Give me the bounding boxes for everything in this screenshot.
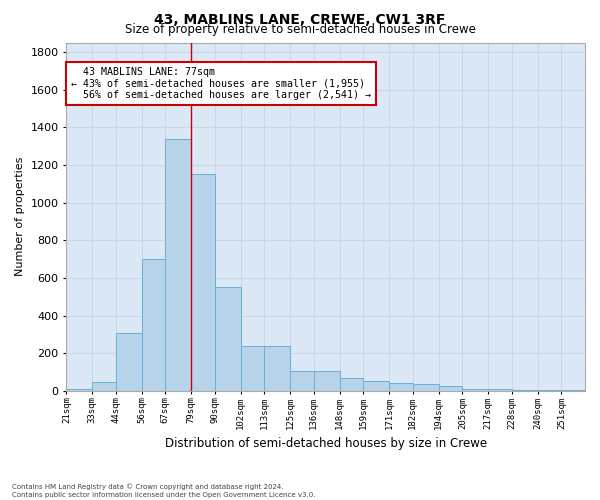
Bar bbox=[413, 384, 439, 391]
Bar bbox=[389, 384, 413, 391]
Bar bbox=[463, 390, 488, 391]
Bar bbox=[488, 390, 512, 391]
Bar bbox=[364, 382, 389, 391]
Bar bbox=[215, 288, 241, 391]
Text: Size of property relative to semi-detached houses in Crewe: Size of property relative to semi-detach… bbox=[125, 22, 475, 36]
Text: 43 MABLINS LANE: 77sqm
← 43% of semi-detached houses are smaller (1,955)
  56% o: 43 MABLINS LANE: 77sqm ← 43% of semi-det… bbox=[71, 67, 371, 100]
Bar bbox=[290, 370, 314, 391]
Bar bbox=[538, 390, 562, 391]
Y-axis label: Number of properties: Number of properties bbox=[15, 157, 25, 276]
Bar bbox=[340, 378, 364, 391]
Bar bbox=[67, 390, 92, 391]
Bar bbox=[142, 259, 166, 391]
Bar bbox=[166, 138, 191, 391]
Text: Contains HM Land Registry data © Crown copyright and database right 2024.
Contai: Contains HM Land Registry data © Crown c… bbox=[12, 484, 316, 498]
Bar bbox=[92, 382, 116, 391]
Bar bbox=[116, 334, 142, 391]
Bar bbox=[439, 386, 463, 391]
Bar bbox=[512, 390, 538, 391]
X-axis label: Distribution of semi-detached houses by size in Crewe: Distribution of semi-detached houses by … bbox=[164, 437, 487, 450]
Text: 43, MABLINS LANE, CREWE, CW1 3RF: 43, MABLINS LANE, CREWE, CW1 3RF bbox=[154, 12, 446, 26]
Bar bbox=[265, 346, 290, 391]
Bar bbox=[191, 174, 215, 391]
Bar bbox=[314, 370, 340, 391]
Bar bbox=[241, 346, 265, 391]
